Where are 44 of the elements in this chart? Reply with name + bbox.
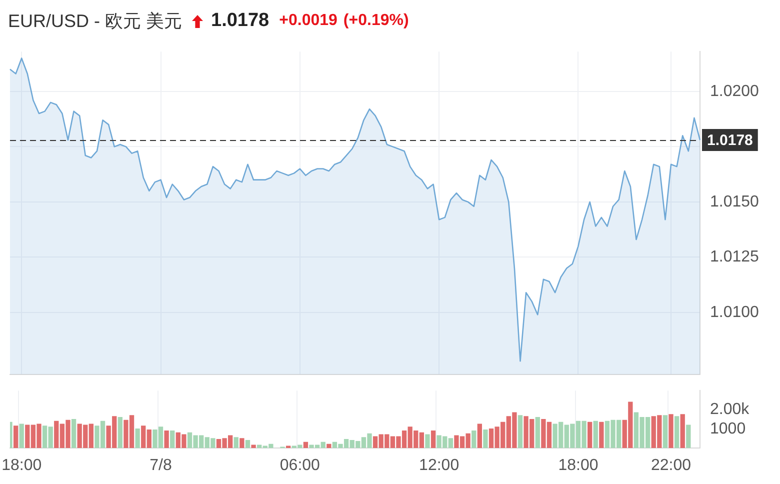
y-tick-label: 1000 (710, 420, 746, 438)
y-tick-label: 1.0125 (710, 248, 760, 266)
bar (425, 434, 430, 448)
x-tick-label: 7/8 (150, 457, 172, 474)
bar (593, 420, 598, 448)
bar (234, 437, 238, 448)
chart-title: EUR/USD - 欧元 美元 (8, 10, 182, 33)
bar (588, 422, 592, 448)
y-tick-label: 2.00k (710, 401, 750, 418)
y-tick-label: 1.0200 (710, 82, 760, 100)
bar (674, 416, 680, 448)
bar (135, 428, 140, 448)
x-tick-label: 22:00 (650, 457, 692, 474)
bar (535, 417, 540, 448)
bar (170, 430, 175, 448)
bar (240, 438, 244, 448)
text: 1.0178 (211, 10, 270, 32)
bar (118, 417, 122, 448)
bar (430, 430, 436, 448)
y-tick-label: 1.0100 (710, 304, 760, 321)
bar (251, 444, 256, 448)
bar (483, 429, 488, 448)
ref-line-label: 1.0178 (707, 132, 753, 150)
bar (245, 440, 250, 448)
x-tick-label: 18:00 (2, 457, 42, 474)
bar (668, 414, 674, 448)
bar (686, 424, 691, 448)
bar (599, 422, 604, 448)
bar (19, 424, 24, 448)
bar (518, 415, 523, 448)
x-tick-label: 18:00 (558, 457, 598, 474)
bar (662, 415, 668, 448)
x-tick-label: 06:00 (280, 457, 320, 474)
bar (680, 414, 685, 448)
y-tick-label: 1.0150 (710, 193, 760, 210)
x-tick-label: 12:00 (419, 457, 460, 474)
bar (477, 424, 482, 448)
bar (164, 430, 169, 448)
bar (472, 430, 476, 448)
bar (326, 444, 332, 448)
text: +0.0019 (279, 12, 338, 30)
bar (303, 442, 308, 448)
bar (71, 418, 76, 448)
text: (+0.19%) (343, 12, 409, 30)
